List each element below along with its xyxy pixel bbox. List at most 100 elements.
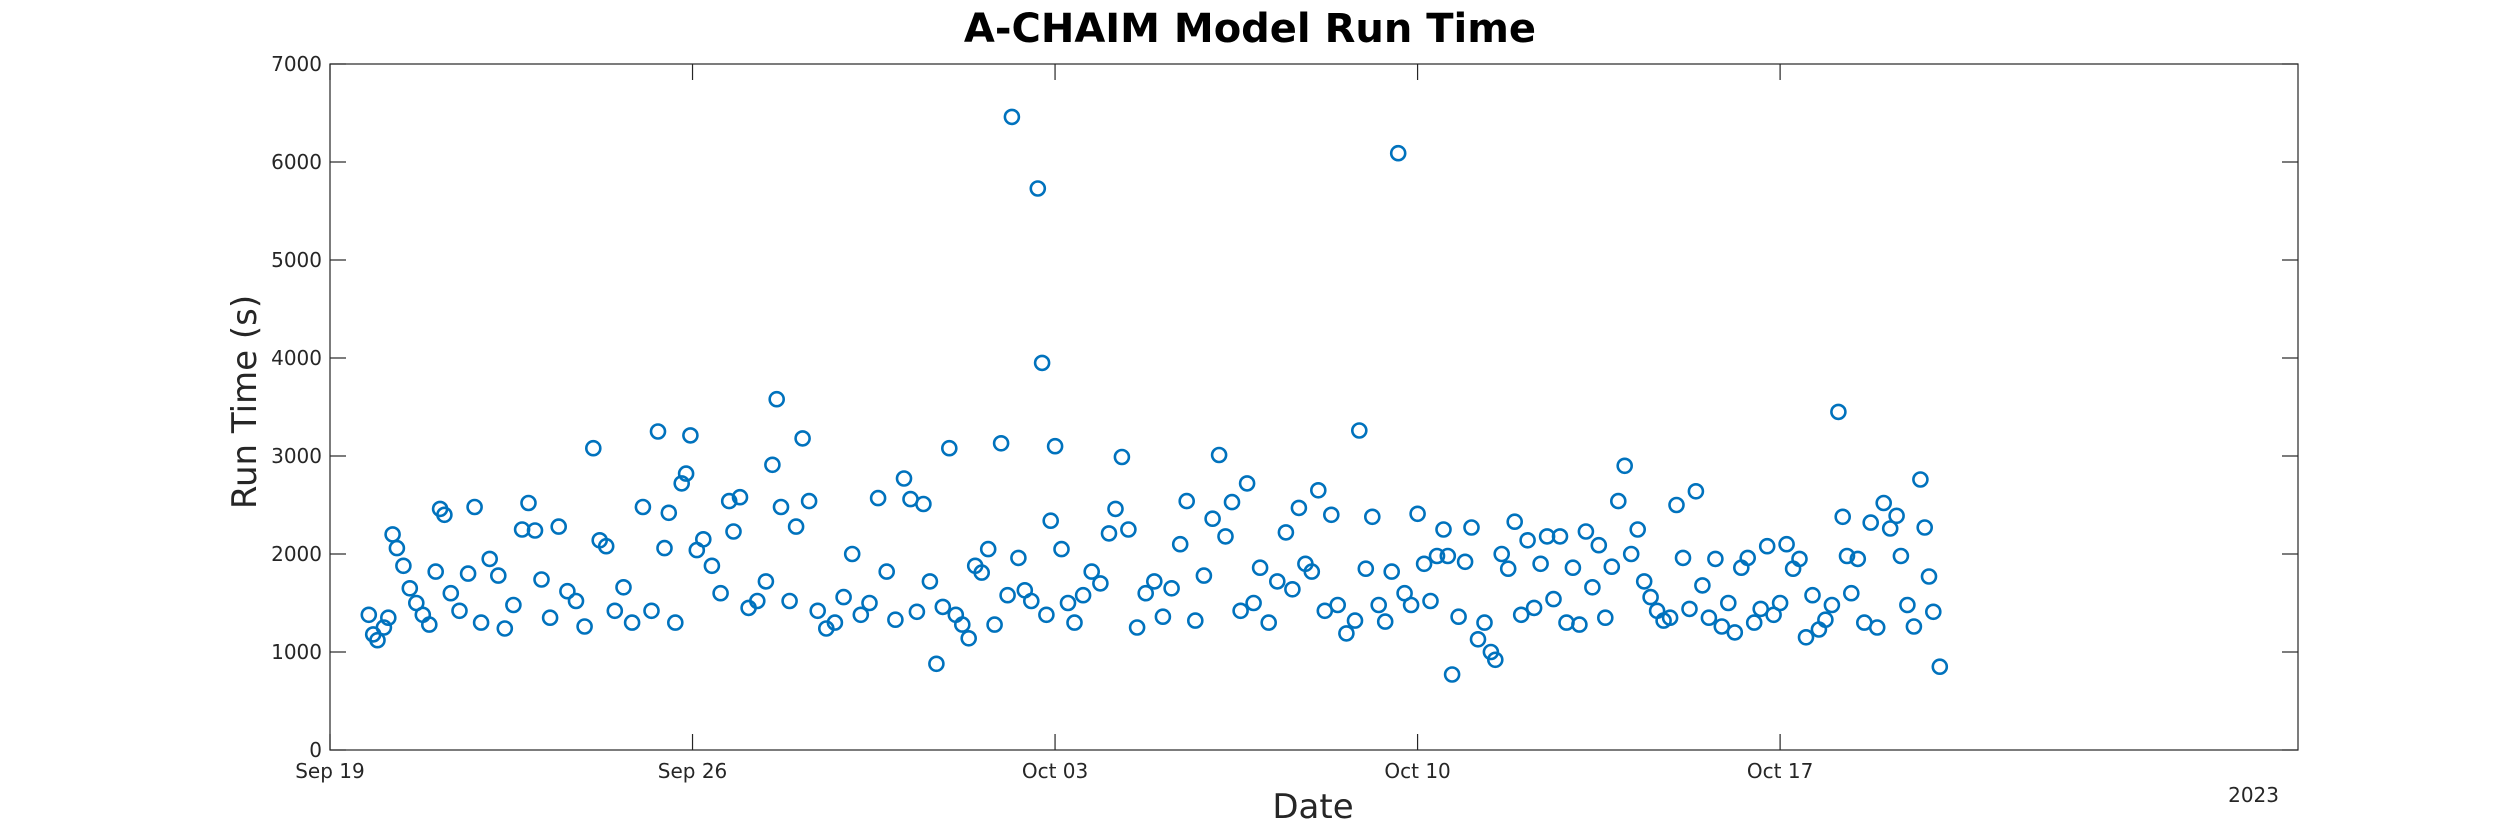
data-point [908, 603, 926, 621]
data-point [764, 456, 781, 474]
data-point [960, 629, 978, 647]
data-point [1597, 609, 1614, 627]
data-point [1046, 437, 1064, 455]
x-tick-label: Sep 19 [295, 759, 365, 783]
data-point [1251, 559, 1269, 577]
data-point [1817, 611, 1834, 629]
data-point [1862, 514, 1879, 531]
data-point [656, 539, 673, 557]
data-point [1066, 614, 1083, 631]
data-point [1187, 612, 1204, 629]
data-point [1830, 403, 1847, 421]
data-point [369, 631, 386, 649]
y-tick-label: 3000 [271, 444, 322, 468]
data-point [1700, 609, 1718, 627]
x-tick-label: Sep 26 [658, 759, 728, 783]
y-tick-label: 2000 [271, 542, 322, 566]
data-point [781, 592, 798, 610]
data-point [1059, 594, 1077, 612]
data-point [541, 609, 559, 627]
data-point [1154, 608, 1172, 626]
data-point [559, 582, 576, 600]
data-point [1435, 521, 1452, 538]
data-point [869, 489, 887, 507]
data-point [1925, 603, 1942, 621]
data-point [1881, 520, 1899, 537]
data-point [1713, 618, 1731, 635]
data-point [1564, 559, 1582, 577]
data-point [1635, 573, 1653, 590]
data-point [427, 563, 445, 580]
data-point [809, 602, 827, 620]
data-point [384, 526, 401, 543]
data-point [584, 439, 602, 457]
data-point [921, 573, 939, 590]
data-point [1584, 578, 1601, 596]
axis-ticks: 0 1000 2000 3000 4000 5000 6000 7000 Sep 19 Sep 2… [271, 52, 2298, 783]
data-point [712, 584, 729, 602]
data-point [1499, 560, 1517, 578]
data-point [1146, 573, 1163, 590]
data-point [1512, 606, 1530, 624]
data-point [1450, 608, 1467, 626]
data-point [623, 614, 641, 631]
data-point [1875, 494, 1892, 512]
data-point [953, 616, 971, 633]
data-point [1720, 594, 1737, 612]
data-point [1506, 513, 1523, 531]
data-point [1107, 500, 1124, 518]
data-point [915, 495, 932, 513]
data-point [703, 557, 721, 575]
data-point [615, 578, 632, 596]
data-point [436, 506, 453, 524]
data-point [520, 494, 537, 512]
data-point [748, 592, 766, 610]
data-point [1476, 614, 1493, 631]
data-point [1428, 547, 1446, 565]
data-point [1849, 550, 1867, 568]
y-tick-label: 5000 [271, 248, 322, 272]
data-point [1329, 596, 1346, 614]
data-point [772, 498, 790, 516]
data-point [375, 619, 393, 636]
data-point [1888, 507, 1905, 525]
data-point [1003, 108, 1021, 126]
data-point [567, 592, 585, 610]
data-point [973, 564, 991, 581]
data-point [1668, 496, 1685, 514]
data-point [1745, 614, 1763, 631]
data-point [787, 518, 805, 535]
data-point [1370, 596, 1387, 614]
data-point [1916, 519, 1933, 536]
data-point [472, 614, 490, 631]
data-point [1238, 475, 1256, 492]
data-point [388, 539, 406, 557]
data-point [1838, 547, 1856, 565]
data-point [1758, 537, 1776, 555]
y-tick-label: 0 [309, 738, 322, 762]
data-point [1310, 481, 1327, 499]
data-point [731, 488, 749, 506]
data-point [1409, 505, 1426, 523]
data-point [757, 573, 775, 590]
data-point [1284, 580, 1301, 598]
data-point [1053, 540, 1070, 558]
data-point [682, 427, 699, 444]
data-point [634, 498, 652, 516]
data-point [1217, 528, 1234, 545]
data-point [1892, 547, 1910, 565]
data-point [1260, 614, 1277, 631]
data-point [1797, 628, 1815, 646]
data-point [1269, 573, 1286, 590]
data-point [1493, 545, 1510, 563]
x-year-label: 2023 [2228, 783, 2279, 807]
data-point [1456, 553, 1474, 571]
data-point [1303, 563, 1321, 580]
data-point [1905, 618, 1923, 635]
data-point [861, 594, 878, 612]
data-point [401, 579, 419, 597]
data-point [878, 563, 896, 580]
data-point [794, 430, 811, 447]
data-point [1616, 457, 1633, 475]
data-point [597, 537, 615, 555]
